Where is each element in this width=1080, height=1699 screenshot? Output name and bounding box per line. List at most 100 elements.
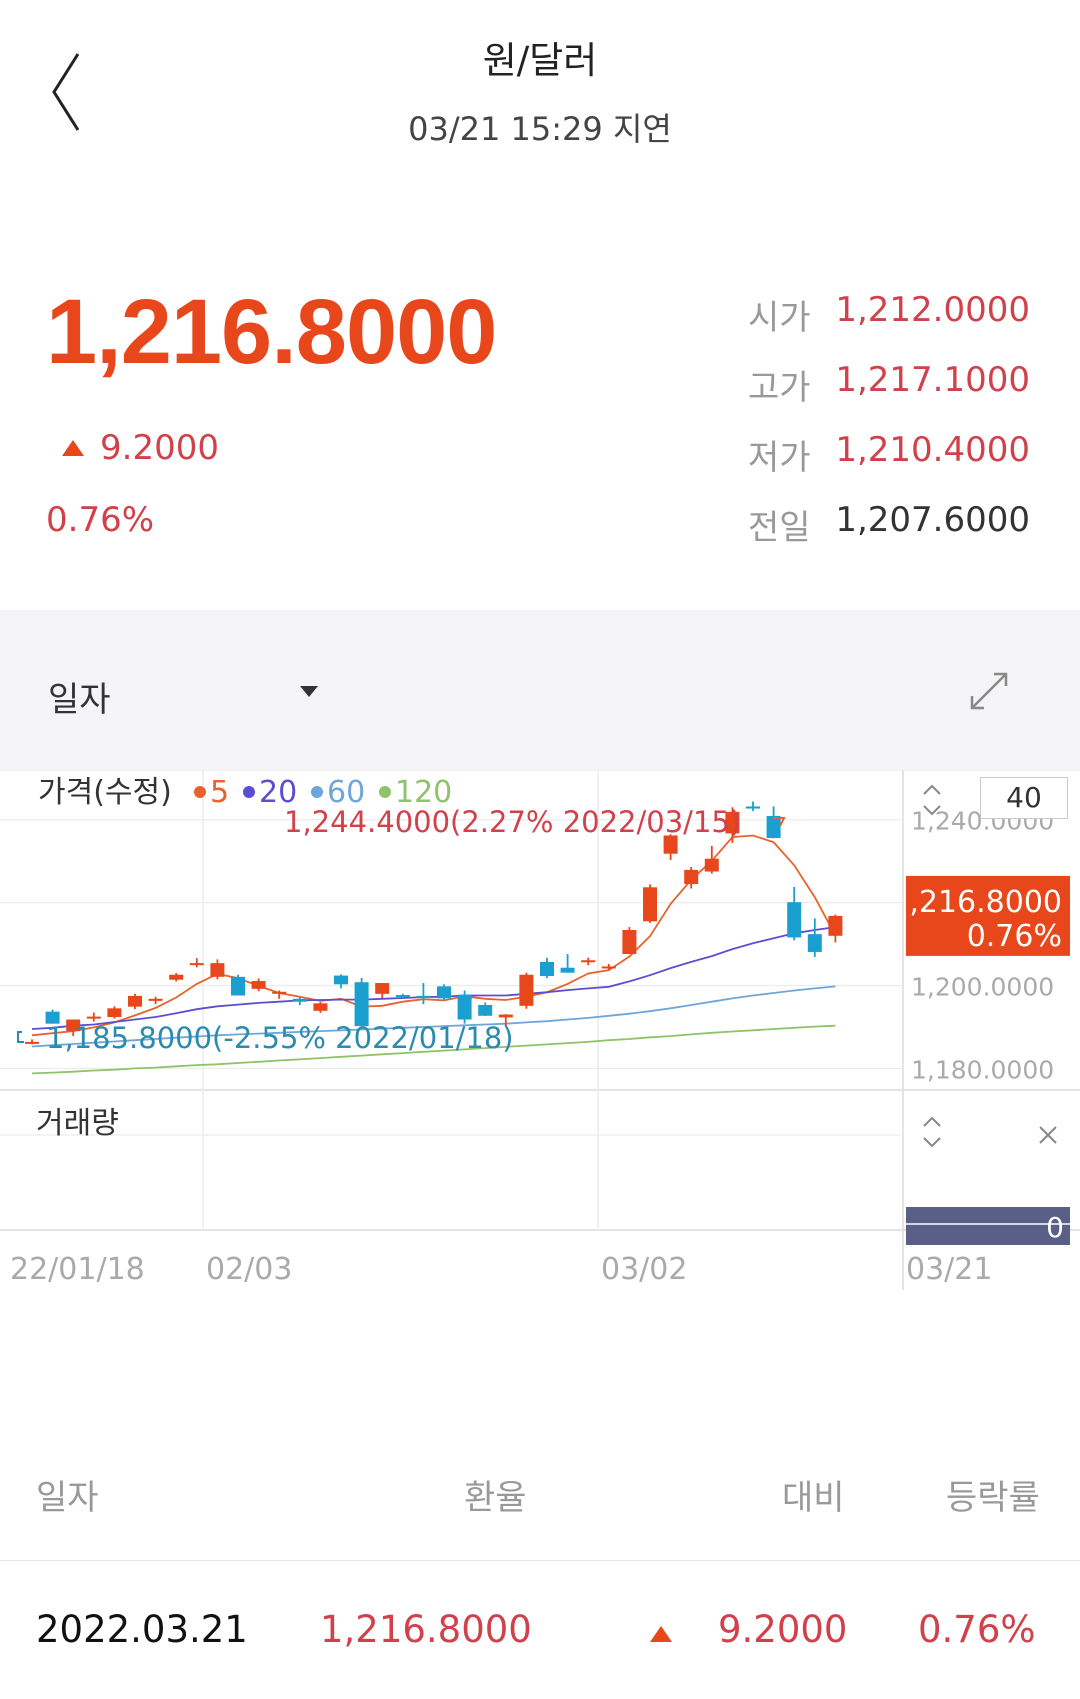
candle-body bbox=[107, 1008, 122, 1018]
price-legend-label: 가격(수정) bbox=[38, 775, 172, 810]
volume-value: 0 bbox=[1046, 1211, 1064, 1244]
ma-line-60 bbox=[31, 985, 836, 1048]
row-date: 2022.03.21 bbox=[36, 1608, 248, 1651]
max-marker-icon bbox=[774, 817, 786, 827]
quote-time: 03/21 15:29 지연 bbox=[408, 110, 672, 148]
candle-body bbox=[416, 995, 431, 998]
candle-body bbox=[828, 915, 843, 936]
chart-area[interactable]: 가격(수정) 5 20 60 120 1,244.4000(2.27% 2022/03/1… bbox=[0, 770, 1080, 1390]
candle-body bbox=[313, 1003, 328, 1011]
zoom-count-input[interactable]: 40 bbox=[980, 777, 1068, 819]
candle-body bbox=[169, 974, 184, 980]
last-pct-label: 0.76% bbox=[967, 919, 1062, 954]
table-divider bbox=[0, 1560, 1080, 1561]
row-rate: 1,216.8000 bbox=[320, 1608, 532, 1651]
candle-body bbox=[663, 835, 678, 854]
table-header-pct: 등락률 bbox=[946, 1478, 1040, 1518]
low-value: 1,210.4000 bbox=[835, 430, 1030, 470]
last-price-tag bbox=[906, 875, 1070, 956]
table-header-rate: 환율 bbox=[464, 1478, 527, 1518]
max-price-annotation: 1,244.4000(2.27% 2022/03/15) bbox=[284, 805, 741, 839]
legend-ma-20: 20 bbox=[259, 775, 297, 810]
candle-body bbox=[128, 995, 142, 1007]
candle-body bbox=[766, 816, 781, 838]
chevron-up-icon bbox=[923, 1116, 941, 1127]
y-tick-label: 1,180.0000 bbox=[911, 1055, 1054, 1084]
candle-body bbox=[601, 966, 616, 969]
candle-body bbox=[581, 960, 596, 963]
chevron-down-icon bbox=[923, 1137, 941, 1148]
caret-down-icon[interactable] bbox=[300, 686, 318, 697]
candle-body bbox=[498, 1014, 513, 1018]
candle-body bbox=[272, 991, 287, 994]
candle-body bbox=[334, 975, 348, 985]
table-header-diff: 대비 bbox=[782, 1478, 845, 1518]
candle-body bbox=[437, 986, 451, 999]
row-diff: 9.2000 bbox=[718, 1608, 848, 1651]
y-tick-label: 1,200.0000 bbox=[911, 973, 1054, 1002]
x-tick-label: 22/01/18 bbox=[10, 1252, 145, 1287]
candle-body bbox=[66, 1019, 81, 1032]
back-button[interactable] bbox=[44, 48, 104, 138]
ma-line-5 bbox=[31, 834, 837, 1037]
candle-body bbox=[375, 983, 390, 994]
up-triangle-icon bbox=[650, 1626, 672, 1642]
candle-body bbox=[210, 963, 225, 977]
legend-ma-60: 60 bbox=[327, 775, 365, 810]
legend-ma-120: 120 bbox=[395, 775, 452, 810]
candle-body bbox=[25, 1041, 39, 1044]
period-selector-label[interactable]: 일자 bbox=[48, 680, 111, 720]
open-value: 1,212.0000 bbox=[835, 290, 1030, 330]
legend-dot bbox=[243, 786, 255, 798]
chevron-down-icon bbox=[923, 805, 941, 816]
candle-body bbox=[519, 974, 534, 1006]
high-label: 고가 bbox=[748, 368, 811, 408]
low-label: 저가 bbox=[748, 438, 811, 478]
high-value: 1,217.1000 bbox=[835, 360, 1030, 400]
candle-body bbox=[540, 961, 554, 976]
candle-body bbox=[457, 994, 472, 1020]
candle-body bbox=[86, 1016, 101, 1019]
last-price-label: ,216.8000 bbox=[909, 885, 1062, 920]
candle-body bbox=[45, 1011, 60, 1024]
legend-ma-5: 5 bbox=[210, 775, 229, 810]
page-title: 원/달러 bbox=[482, 39, 598, 82]
legend-dot bbox=[311, 786, 323, 798]
price-change-percent: 0.76% bbox=[46, 500, 155, 540]
candle-body bbox=[292, 998, 307, 1002]
prev-close-value: 1,207.6000 bbox=[835, 500, 1030, 540]
chevron-left-icon bbox=[52, 53, 80, 131]
chevron-up-icon bbox=[923, 784, 941, 795]
ma-line-120 bbox=[31, 1024, 836, 1075]
candle-body bbox=[231, 976, 245, 996]
min-marker-icon bbox=[17, 1031, 24, 1043]
candle-body bbox=[746, 806, 760, 809]
prev-close-label: 전일 bbox=[748, 508, 811, 548]
candle-body bbox=[189, 963, 204, 966]
candle-body bbox=[560, 967, 575, 973]
min-price-annotation: 1,185.8000(-2.55% 2022/01/18) bbox=[46, 1021, 514, 1055]
candle-body bbox=[395, 995, 410, 998]
volume-label: 거래량 bbox=[36, 1106, 119, 1141]
candle-body bbox=[643, 887, 657, 922]
expand-icon bbox=[970, 672, 1008, 710]
candle-body bbox=[807, 934, 822, 952]
table-header-date: 일자 bbox=[36, 1478, 99, 1518]
expand-button[interactable] bbox=[964, 666, 1014, 716]
volume-value-tag bbox=[906, 1207, 1070, 1245]
up-triangle-icon bbox=[62, 440, 84, 456]
x-tick-label: 03/02 bbox=[601, 1252, 687, 1287]
ma-line-20 bbox=[31, 926, 836, 1030]
candle-body bbox=[478, 1005, 493, 1016]
row-pct: 0.76% bbox=[918, 1608, 1036, 1651]
x-tick-label: 03/21 bbox=[906, 1252, 992, 1287]
candle-body bbox=[251, 980, 266, 989]
candle-body bbox=[354, 982, 369, 1027]
current-price: 1,216.8000 bbox=[46, 281, 497, 383]
price-change: 9.2000 bbox=[100, 428, 219, 468]
candle-body bbox=[725, 811, 740, 834]
candle-body bbox=[684, 869, 699, 884]
candle-body bbox=[622, 929, 637, 955]
legend-dot bbox=[379, 786, 391, 798]
